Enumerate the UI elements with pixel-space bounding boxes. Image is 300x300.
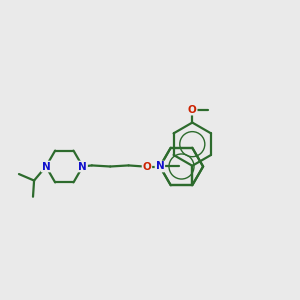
Text: N: N xyxy=(78,161,87,172)
Text: N: N xyxy=(155,161,164,172)
Text: O: O xyxy=(142,161,151,172)
Text: N: N xyxy=(42,161,50,172)
Text: O: O xyxy=(188,105,197,115)
